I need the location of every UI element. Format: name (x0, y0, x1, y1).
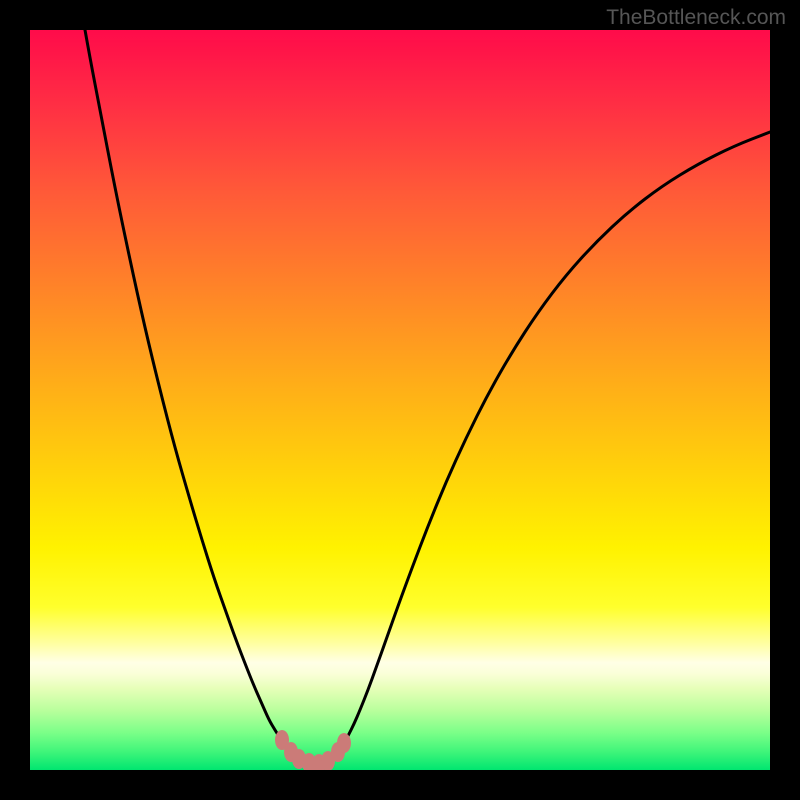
curve-marker (337, 733, 351, 753)
plot-area (30, 30, 770, 770)
bottleneck-curve (85, 30, 770, 764)
watermark-text: TheBottleneck.com (606, 6, 786, 30)
curve-layer (30, 30, 770, 770)
